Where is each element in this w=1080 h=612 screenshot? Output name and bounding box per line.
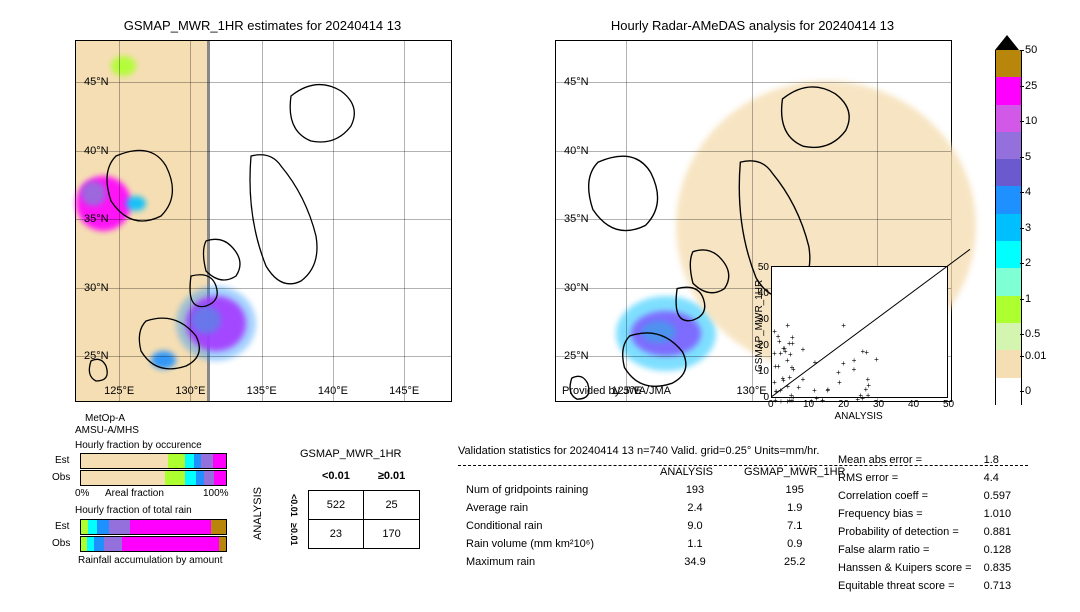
total-est-bar (80, 519, 227, 535)
total-title: Hourly fraction of total rain (75, 505, 192, 516)
map-left: 45°N40°N35°N30°N25°N125°E130°E135°E140°E… (75, 40, 452, 402)
colorbar: 502510543210.50.010 (995, 35, 1020, 405)
obs-label-2: Obs (52, 538, 70, 549)
ctable-row-header: ANALYSIS (252, 487, 264, 540)
areal-label: Areal fraction (105, 488, 164, 499)
validation-right-table: Mean abs error =1.8RMS error =4.4Correla… (830, 450, 1019, 596)
est-label-2: Est (55, 521, 69, 532)
validation-left-table: ANALYSISGSMAP_MWR_1HR Num of gridpoints … (458, 462, 853, 572)
rainfall-label: Rainfall accumulation by amount (78, 555, 223, 566)
root: GSMAP_MWR_1HR estimates for 20240414 13 … (0, 0, 1080, 612)
validation-header: Validation statistics for 20240414 13 n=… (458, 445, 819, 457)
satellite-label: MetOp-A (85, 413, 125, 424)
map-left-title: GSMAP_MWR_1HR estimates for 20240414 13 (75, 18, 450, 33)
occurrence-title: Hourly fraction by occurence (75, 440, 202, 451)
x1-label: 100% (203, 488, 229, 499)
occurrence-est-bar (80, 453, 227, 469)
sensor-label: AMSU-A/MHS (75, 425, 139, 436)
map-right-title: Hourly Radar-AMeDAS analysis for 2024041… (555, 18, 950, 33)
contingency-table: <0.01≥0.01 <0.0152225 ≥0.0123170 (280, 462, 420, 549)
est-label-1: Est (55, 455, 69, 466)
map-right: 45°N40°N35°N30°N25°N125°E130°E135°EProvi… (555, 40, 952, 402)
ctable-col-header: GSMAP_MWR_1HR (300, 448, 401, 460)
obs-label-1: Obs (52, 472, 70, 483)
total-obs-bar (80, 536, 227, 552)
occurrence-obs-bar (80, 470, 227, 486)
x0-label: 0% (75, 488, 89, 499)
